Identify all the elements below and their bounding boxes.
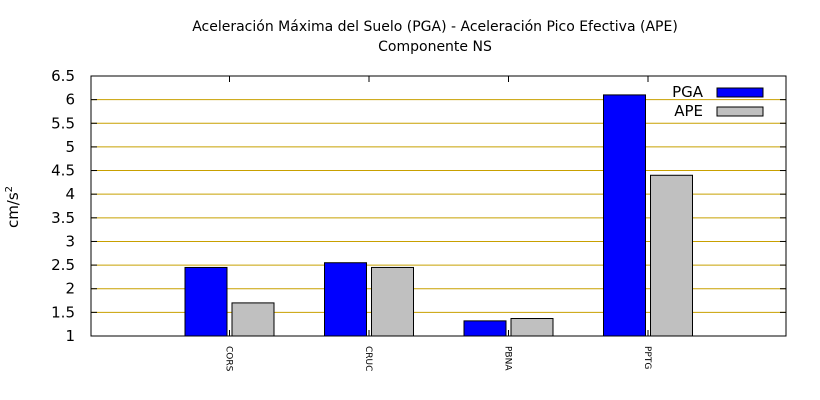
bars: [184, 94, 693, 337]
x-tick-label: PBNA: [503, 346, 513, 371]
y-tick-label: 3.5: [51, 209, 75, 227]
chart-subtitle: Componente NS: [378, 39, 492, 55]
y-tick-label: 3: [65, 232, 75, 250]
y-tick-label: 6.5: [51, 67, 75, 85]
legend-label-ape: APE: [674, 102, 703, 120]
x-axis: CORS CRUC PBNA PPTG: [224, 76, 652, 372]
bar-pga-cruc: [324, 262, 367, 337]
y-tick-label: 1: [65, 327, 75, 345]
bar-ape-cors: [231, 302, 275, 337]
y-axis: 1 1.5 2 2.5 3 3.5 4 4.5 5 5.5 6 6.5: [51, 67, 786, 345]
bar-pga-pbna: [463, 320, 507, 337]
y-axis-label-exponent: 2: [4, 186, 15, 192]
y-tick-label: 1.5: [51, 303, 75, 321]
chart-title: Aceleración Máxima del Suelo (PGA) - Ace…: [192, 19, 678, 35]
bar-ape-pbna: [510, 318, 554, 337]
y-tick-label: 4.5: [51, 162, 75, 180]
bar-pga-cors: [184, 266, 228, 337]
y-tick-label: 6: [65, 91, 75, 109]
legend-swatch-ape: [716, 106, 764, 117]
x-tick-label: CRUC: [363, 346, 373, 371]
y-tick-label: 5.5: [51, 114, 75, 132]
x-tick-label: CORS: [224, 346, 234, 372]
bar-ape-cruc: [371, 266, 414, 337]
y-axis-label-unit: cm/s: [4, 192, 22, 228]
bar-ape-pptg: [650, 174, 693, 337]
y-tick-label: 2.5: [51, 256, 75, 274]
y-tick-label: 2: [65, 280, 75, 298]
bar-pga-pptg: [603, 94, 646, 337]
legend-label-pga: PGA: [672, 83, 704, 101]
y-tick-label: 4: [65, 185, 75, 203]
legend-swatch-pga: [716, 87, 764, 98]
y-tick-label: 5: [65, 138, 75, 156]
x-tick-label: PPTG: [642, 346, 652, 369]
plot-frame: [90, 75, 787, 337]
y-axis-label: cm/s2: [4, 186, 22, 228]
